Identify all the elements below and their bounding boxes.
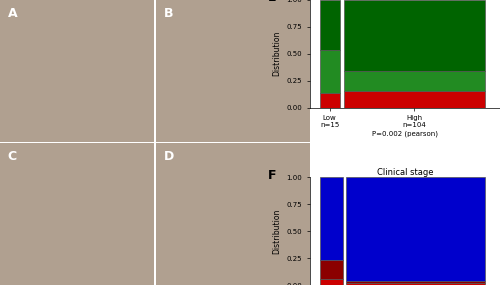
Title: Clinical stage: Clinical stage [377,168,433,177]
Bar [320,178,342,260]
Bar [344,71,485,91]
Text: D: D [164,150,173,163]
Text: E: E [268,0,276,4]
Bar [344,0,485,71]
Text: F: F [268,169,276,182]
Text: B: B [164,7,173,20]
Bar [344,91,485,107]
Bar [346,283,485,285]
Bar [320,260,342,279]
Bar [320,93,340,107]
Y-axis label: Distribution: Distribution [272,209,281,254]
X-axis label: P=0.002 (pearson): P=0.002 (pearson) [372,131,438,137]
Text: C: C [8,150,17,163]
Bar [320,0,340,50]
Bar [346,281,485,283]
Bar [320,50,340,93]
Text: A: A [8,7,18,20]
Bar [320,279,342,285]
Y-axis label: Distribution: Distribution [272,31,281,76]
Bar [346,178,485,281]
